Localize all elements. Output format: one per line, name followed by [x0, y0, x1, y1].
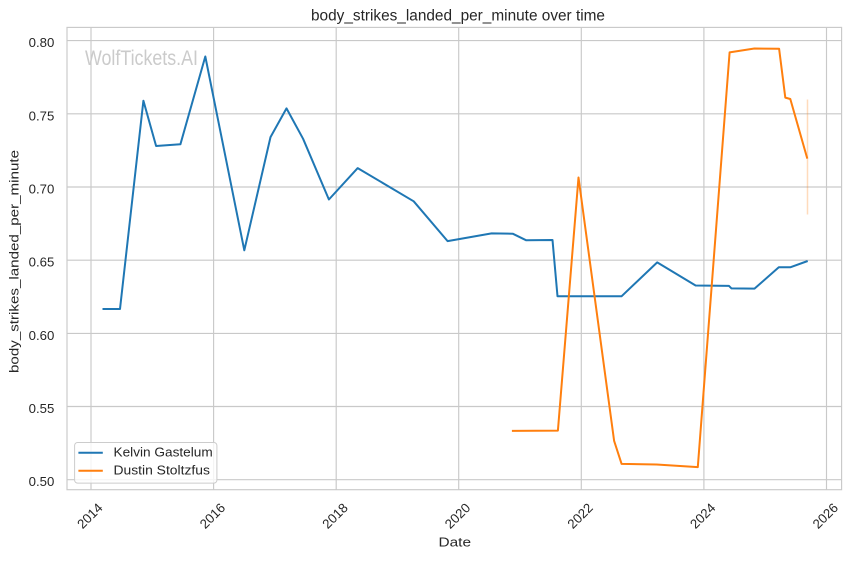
svg-text:body_strikes_landed_per_minute: body_strikes_landed_per_minute [7, 150, 22, 373]
svg-text:WolfTickets.AI: WolfTickets.AI [85, 47, 198, 70]
svg-text:0.60: 0.60 [29, 328, 55, 343]
svg-text:0.75: 0.75 [29, 108, 55, 123]
svg-text:0.80: 0.80 [29, 35, 55, 50]
svg-text:0.55: 0.55 [29, 401, 55, 416]
svg-text:Date: Date [439, 535, 472, 550]
svg-text:Dustin Stoltzfus: Dustin Stoltzfus [114, 462, 210, 477]
svg-text:Kelvin Gastelum: Kelvin Gastelum [114, 444, 213, 459]
svg-text:body_strikes_landed_per_minute: body_strikes_landed_per_minute over time [311, 7, 605, 24]
svg-text:0.65: 0.65 [29, 255, 55, 270]
svg-text:0.70: 0.70 [29, 182, 55, 197]
svg-text:0.50: 0.50 [29, 474, 55, 489]
